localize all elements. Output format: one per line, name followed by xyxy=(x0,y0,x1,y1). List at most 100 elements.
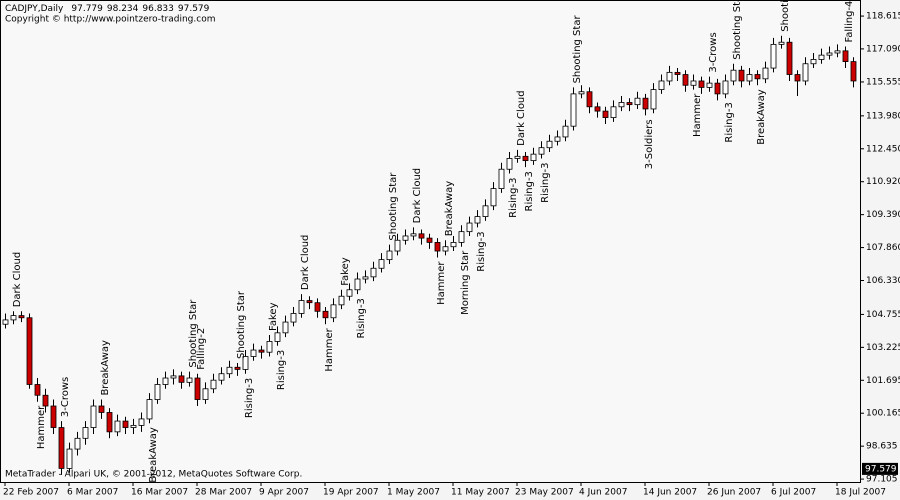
candle-body xyxy=(594,106,601,112)
candle-body xyxy=(578,91,585,95)
candle-body xyxy=(322,310,329,319)
candle-body xyxy=(826,52,833,56)
candle-body xyxy=(346,289,353,297)
candle-body xyxy=(242,356,249,370)
candle-body xyxy=(546,140,553,149)
y-tick-label: 100.165 xyxy=(866,409,900,419)
pattern-label: Shooting Star xyxy=(236,290,247,359)
y-tick-label: 110.920 xyxy=(866,177,900,187)
candle-body xyxy=(850,61,857,82)
candle-body xyxy=(650,89,657,110)
x-tick-label: 11 May 2007 xyxy=(451,488,510,498)
candle-body xyxy=(330,304,337,319)
candle-body xyxy=(674,71,681,75)
x-tick-label: 23 May 2007 xyxy=(515,488,574,498)
x-tick-label: 18 Jul 2007 xyxy=(835,488,886,498)
y-tick-label: 98.635 xyxy=(866,442,898,452)
candle-body xyxy=(754,74,761,80)
pattern-label: Hammer xyxy=(36,405,47,449)
pattern-label: Falling-4 xyxy=(844,1,855,43)
candle-body xyxy=(402,235,409,241)
pattern-label: Dark Cloud xyxy=(12,252,23,307)
x-tick-label: 4 Jun 2007 xyxy=(579,488,627,498)
candle-body xyxy=(570,93,577,127)
candle-body xyxy=(818,54,825,60)
pattern-label: Hammer xyxy=(436,261,447,305)
candle-body xyxy=(154,384,161,400)
candle-body xyxy=(274,332,281,342)
pattern-label: Shooting Star xyxy=(732,0,743,60)
candle-body xyxy=(450,242,457,248)
pattern-label: Shooting Star xyxy=(388,172,399,241)
candle-body xyxy=(58,427,65,469)
chart-title: CADJPY,Daily 97.779 98.234 96.833 97.579 xyxy=(5,4,210,14)
symbol: CADJPY,Daily xyxy=(5,4,64,14)
candle-body xyxy=(282,321,289,334)
candle-body xyxy=(90,405,97,428)
candle-body xyxy=(186,377,193,383)
candle-body xyxy=(842,50,849,62)
pattern-label: Hammer xyxy=(324,327,335,371)
candle-body xyxy=(562,125,569,138)
candle-body xyxy=(770,43,777,69)
pattern-label: Rising-3 xyxy=(540,162,551,202)
candle-body xyxy=(362,276,369,280)
candle-body xyxy=(74,437,81,450)
y-tick-label: 107.860 xyxy=(866,243,900,253)
candle-body xyxy=(762,67,769,80)
candle-body xyxy=(690,80,697,86)
candle-body xyxy=(794,74,801,82)
candle-body xyxy=(130,424,137,428)
candle-body xyxy=(746,74,753,82)
candle-body xyxy=(458,231,465,243)
candle-body xyxy=(298,300,305,314)
pattern-label: 3-Soldiers xyxy=(644,119,655,169)
x-tick-label: 6 Jul 2007 xyxy=(771,488,816,498)
candle-body xyxy=(10,315,17,321)
pattern-label: BreakAway xyxy=(756,89,767,145)
candle-body xyxy=(138,418,145,426)
candle-body xyxy=(114,420,121,433)
candle-body xyxy=(626,102,633,106)
last-price-label: 97.579 xyxy=(865,464,897,474)
candle-body xyxy=(482,205,489,217)
candle-body xyxy=(538,147,545,155)
candle-body xyxy=(610,106,617,118)
candle-body xyxy=(394,239,401,252)
candle-body xyxy=(802,63,809,82)
pattern-label: Morning Star xyxy=(460,250,471,315)
candle-body xyxy=(378,259,385,269)
candle-body xyxy=(786,41,793,75)
candle-body xyxy=(34,384,41,396)
candle-body xyxy=(506,158,513,170)
candle-body xyxy=(210,379,217,390)
pattern-label: Rising-3 xyxy=(244,378,255,418)
candle-body xyxy=(706,82,713,88)
candle-body xyxy=(634,97,641,106)
candle-body xyxy=(234,366,241,370)
candle-body xyxy=(722,80,729,95)
candle-body xyxy=(738,69,745,82)
candle-body xyxy=(682,74,689,86)
pattern-label: Hammer xyxy=(692,93,703,137)
candle-body xyxy=(178,375,185,383)
pattern-label: Dark Cloud xyxy=(412,168,423,223)
y-tick-label: 103.225 xyxy=(866,343,900,353)
candle-body xyxy=(26,317,33,385)
x-tick-label: 16 Mar 2007 xyxy=(131,488,188,498)
pattern-label: BreakAway xyxy=(100,340,111,396)
pattern-label: Rising-3 xyxy=(276,350,287,390)
candle-body xyxy=(658,80,665,90)
last-price-box xyxy=(862,462,898,475)
y-tick-label: 106.330 xyxy=(866,276,900,286)
y-tick-label: 101.695 xyxy=(866,376,900,386)
candle-body xyxy=(250,349,257,357)
candle-body xyxy=(146,399,153,420)
candle-body xyxy=(386,250,393,261)
candle-body xyxy=(602,110,609,118)
candle-body xyxy=(834,50,841,54)
candle-body xyxy=(50,405,57,428)
x-tick-label: 19 Apr 2007 xyxy=(323,488,379,498)
x-tick-label: 1 May 2007 xyxy=(387,488,440,498)
